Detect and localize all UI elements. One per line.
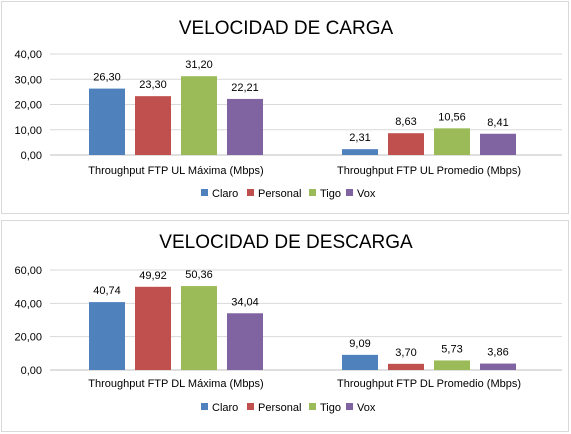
- y-tick-label: 0,00: [21, 365, 42, 377]
- legend-item-vox: Vox: [346, 402, 376, 414]
- bar-claro-1: [89, 88, 125, 155]
- download-speed-chart-panel: VELOCIDAD DE DESCARGA 0,00 20,00 40,00 60,00…: [1, 220, 569, 432]
- chart-title: VELOCIDAD DE CARGA: [179, 18, 394, 39]
- legend-label: Personal: [258, 402, 301, 414]
- y-tick-label: 60,00: [14, 265, 42, 277]
- legend-item-personal: Personal: [247, 402, 301, 414]
- y-tick-label: 40,00: [14, 298, 42, 310]
- y-tick-label: 20,00: [14, 100, 42, 112]
- data-label: 23,30: [139, 79, 167, 91]
- y-tick-label: 20,00: [14, 332, 42, 344]
- legend-item-tigo: Tigo: [309, 188, 341, 200]
- data-label: 8,41: [487, 117, 508, 129]
- upload-speed-chart: VELOCIDAD DE CARGA 0,00 10,00 20,00 30,00 40,…: [14, 18, 562, 200]
- data-label: 34,04: [231, 296, 259, 308]
- y-tick-label: 30,00: [14, 74, 42, 86]
- data-label: 26,30: [93, 72, 121, 84]
- legend-item-tigo: Tigo: [309, 402, 341, 414]
- y-tick-label: 10,00: [14, 125, 42, 137]
- bar-claro-1: [89, 302, 125, 370]
- category-label: Throughput FTP UL Máxima (Mbps): [88, 165, 263, 177]
- data-label: 50,36: [185, 269, 213, 281]
- chart-title: VELOCIDAD DE DESCARGA: [159, 232, 413, 253]
- legend-item-claro: Claro: [201, 402, 238, 414]
- legend-label: Vox: [357, 402, 376, 414]
- legend-label: Tigo: [320, 188, 341, 200]
- upload-speed-chart-panel: VELOCIDAD DE CARGA 0,00 10,00 20,00 30,00 40,…: [1, 1, 569, 214]
- legend-label: Tigo: [320, 402, 341, 414]
- bar-tigo-1: [181, 76, 217, 155]
- bar-vox-2: [480, 133, 516, 155]
- legend-swatch: [309, 189, 316, 196]
- data-label: 40,74: [93, 285, 121, 297]
- legend-item-personal: Personal: [247, 188, 301, 200]
- category-label: Throughput FTP DL Máxima (Mbps): [88, 378, 263, 390]
- bar-tigo-2: [434, 360, 470, 370]
- bar-claro-2: [342, 354, 378, 370]
- bar-vox-1: [227, 313, 263, 370]
- data-label: 49,92: [139, 270, 167, 282]
- download-speed-chart: VELOCIDAD DE DESCARGA 0,00 20,00 40,00 60,00…: [14, 232, 562, 414]
- data-label: 8,63: [395, 116, 416, 128]
- legend-label: Vox: [357, 188, 376, 200]
- legend-swatch: [201, 403, 208, 410]
- legend-swatch: [346, 403, 353, 410]
- legend-swatch: [247, 189, 254, 196]
- legend-swatch: [247, 403, 254, 410]
- bar-personal-2: [388, 133, 424, 155]
- y-tick-label: 0,00: [21, 150, 42, 162]
- data-label: 5,73: [441, 343, 462, 355]
- category-label: Throughput FTP UL Promedio (Mbps): [337, 165, 521, 177]
- data-label: 9,09: [349, 338, 370, 350]
- legend-item-vox: Vox: [346, 188, 376, 200]
- legend-swatch: [309, 403, 316, 410]
- data-label: 31,20: [185, 59, 213, 71]
- data-label: 2,31: [349, 132, 370, 144]
- bar-vox-2: [480, 363, 516, 370]
- bar-personal-2: [388, 363, 424, 370]
- bar-claro-2: [342, 149, 378, 155]
- legend-label: Personal: [258, 188, 301, 200]
- y-tick-label: 40,00: [14, 49, 42, 61]
- legend-label: Claro: [212, 188, 238, 200]
- bar-tigo-1: [181, 286, 217, 370]
- bar-personal-1: [135, 96, 171, 155]
- data-label: 22,21: [231, 82, 259, 94]
- legend-item-claro: Claro: [201, 188, 238, 200]
- bar-tigo-2: [434, 128, 470, 155]
- bar-personal-1: [135, 286, 171, 370]
- category-label: Throughput FTP DL Promedio (Mbps): [337, 378, 521, 390]
- legend-swatch: [346, 189, 353, 196]
- data-label: 10,56: [438, 111, 466, 123]
- bar-vox-1: [227, 98, 263, 155]
- data-label: 3,86: [487, 347, 508, 359]
- legend-swatch: [201, 189, 208, 196]
- legend-label: Claro: [212, 402, 238, 414]
- data-label: 3,70: [395, 347, 416, 359]
